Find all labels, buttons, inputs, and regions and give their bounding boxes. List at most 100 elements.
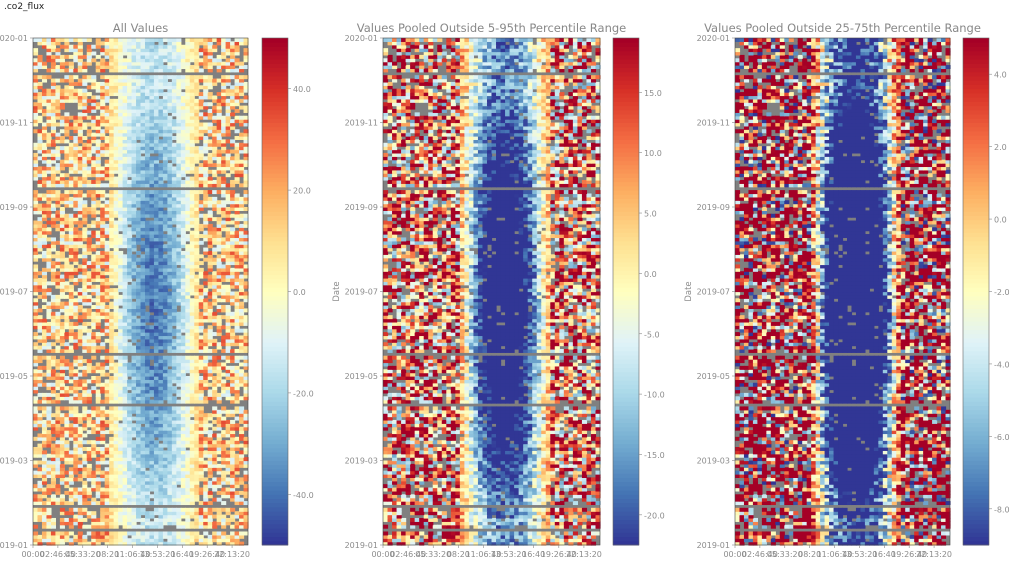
- heatmap-cell: [149, 349, 154, 353]
- heatmap-cell: [100, 251, 105, 255]
- heatmap-cell: [163, 234, 168, 238]
- heatmap-cell: [208, 224, 213, 228]
- heatmap-cell: [203, 190, 208, 194]
- heatmap-cell: [235, 356, 240, 360]
- heatmap-cell: [154, 356, 159, 360]
- heatmap-cell: [69, 406, 74, 410]
- heatmap-cell: [118, 234, 123, 238]
- heatmap-cell: [73, 322, 78, 326]
- heatmap-cell: [235, 292, 240, 296]
- heatmap-cell: [42, 488, 47, 492]
- heatmap-cell: [82, 467, 87, 471]
- heatmap-cell: [60, 264, 65, 268]
- heatmap-cell: [203, 123, 208, 127]
- heatmap-cell: [42, 508, 47, 512]
- heatmap-cell: [212, 217, 217, 221]
- heatmap-cell: [87, 139, 92, 143]
- heatmap-cell: [167, 406, 172, 410]
- heatmap-cell: [37, 356, 42, 360]
- heatmap-cell: [132, 356, 137, 360]
- heatmap-cell: [203, 258, 208, 262]
- heatmap-cell: [87, 224, 92, 228]
- heatmap-cell: [33, 143, 38, 147]
- heatmap-cell: [239, 143, 244, 147]
- heatmap-cell: [203, 271, 208, 275]
- heatmap-cell: [149, 494, 154, 498]
- heatmap-cell: [132, 406, 137, 410]
- heatmap-cell: [46, 150, 51, 154]
- heatmap-cell: [55, 271, 60, 275]
- heatmap-cell: [185, 376, 190, 380]
- heatmap-cell: [37, 129, 42, 133]
- heatmap-cell: [46, 461, 51, 465]
- heatmap-cell: [226, 285, 231, 289]
- heatmap-cell: [217, 254, 222, 258]
- heatmap-cell: [203, 413, 208, 417]
- heatmap-cell: [212, 312, 217, 316]
- heatmap-cell: [37, 308, 42, 312]
- heatmap-cell: [208, 501, 213, 505]
- heatmap-cell: [73, 136, 78, 140]
- heatmap-cell: [60, 136, 65, 140]
- heatmap-cell: [185, 450, 190, 454]
- heatmap-cell: [226, 477, 231, 481]
- heatmap-cell: [154, 190, 159, 194]
- heatmap-cell: [51, 518, 56, 522]
- heatmap-cell: [136, 319, 141, 323]
- heatmap-cell: [78, 288, 83, 292]
- heatmap-cell: [199, 254, 204, 258]
- heatmap-cell: [203, 136, 208, 140]
- heatmap-cell: [91, 356, 96, 360]
- heatmap-cell: [154, 508, 159, 512]
- heatmap-cell: [87, 464, 92, 468]
- heatmap-cell: [64, 511, 69, 515]
- heatmap-cell: [208, 170, 213, 174]
- heatmap-cell: [212, 356, 217, 360]
- heatmap-cell: [203, 288, 208, 292]
- heatmap-cell: [145, 531, 150, 535]
- heatmap-cell: [78, 373, 83, 377]
- heatmap-cell: [96, 501, 101, 505]
- heatmap-cell: [176, 312, 181, 316]
- heatmap-cell: [96, 116, 101, 120]
- heatmap-cell: [33, 298, 38, 302]
- heatmap-cell: [42, 305, 47, 309]
- heatmap-cell: [199, 163, 204, 167]
- heatmap-cell: [190, 521, 195, 525]
- heatmap-cell: [176, 390, 181, 394]
- heatmap-cell: [212, 227, 217, 231]
- heatmap-cell: [199, 214, 204, 218]
- heatmap-cell: [141, 156, 146, 160]
- heatmap-cell: [212, 349, 217, 353]
- heatmap-cell: [181, 180, 186, 184]
- heatmap-cell: [42, 204, 47, 208]
- heatmap-cell: [37, 346, 42, 350]
- heatmap-cell: [42, 193, 47, 197]
- heatmap-cell: [55, 393, 60, 397]
- heatmap-cell: [105, 183, 110, 187]
- heatmap-cell: [51, 261, 56, 265]
- heatmap-cell: [78, 146, 83, 150]
- heatmap-cell: [176, 237, 181, 241]
- heatmap-cell: [109, 376, 114, 380]
- heatmap-cell: [217, 190, 222, 194]
- heatmap-cell: [118, 308, 123, 312]
- heatmap-cell: [123, 356, 128, 360]
- heatmap-cell: [69, 362, 74, 366]
- heatmap-cell: [172, 329, 177, 333]
- heatmap-cell: [82, 518, 87, 522]
- heatmap-cell: [33, 494, 38, 498]
- heatmap-cell: [203, 356, 208, 360]
- heatmap-cell: [100, 143, 105, 147]
- heatmap-cell: [64, 491, 69, 495]
- heatmap-cell: [176, 508, 181, 512]
- heatmap-cell: [136, 143, 141, 147]
- heatmap-cell: [78, 315, 83, 319]
- heatmap-cell: [217, 508, 222, 512]
- heatmap-cell: [172, 143, 177, 147]
- heatmap-cell: [226, 190, 231, 194]
- heatmap-cell: [64, 281, 69, 285]
- heatmap-cell: [235, 193, 240, 197]
- heatmap-cell: [127, 190, 132, 194]
- heatmap-cell: [87, 261, 92, 265]
